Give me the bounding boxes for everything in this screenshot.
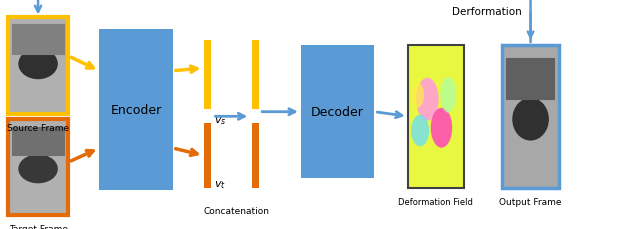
Bar (8, 18, 68, 114)
Text: Output Frame: Output Frame (499, 197, 562, 206)
Ellipse shape (431, 108, 452, 148)
Bar (13, 129, 63, 156)
Text: Source Frame: Source Frame (7, 124, 69, 133)
Ellipse shape (19, 155, 58, 183)
Text: $v_s$: $v_s$ (214, 114, 226, 126)
Text: Concatenation: Concatenation (204, 206, 269, 215)
Bar (8, 119, 68, 215)
Ellipse shape (411, 115, 429, 147)
Text: Target Frame: Target Frame (8, 224, 68, 229)
Bar (301, 46, 374, 179)
Text: Encoder: Encoder (110, 104, 162, 116)
Ellipse shape (19, 49, 58, 80)
Bar (252, 41, 259, 110)
Bar (13, 26, 63, 55)
Ellipse shape (412, 83, 424, 108)
Text: Decoder: Decoder (311, 106, 364, 119)
Ellipse shape (440, 78, 456, 113)
Bar (252, 124, 259, 188)
Bar (507, 60, 554, 100)
Bar (204, 124, 211, 188)
Bar (408, 46, 464, 188)
Ellipse shape (512, 98, 549, 141)
Bar (99, 30, 173, 190)
Ellipse shape (416, 79, 438, 121)
Bar (502, 46, 559, 188)
Bar (204, 41, 211, 110)
Text: Deformation Field: Deformation Field (399, 197, 473, 206)
Text: $v_t$: $v_t$ (214, 179, 226, 190)
Text: Derformation: Derformation (452, 7, 521, 17)
